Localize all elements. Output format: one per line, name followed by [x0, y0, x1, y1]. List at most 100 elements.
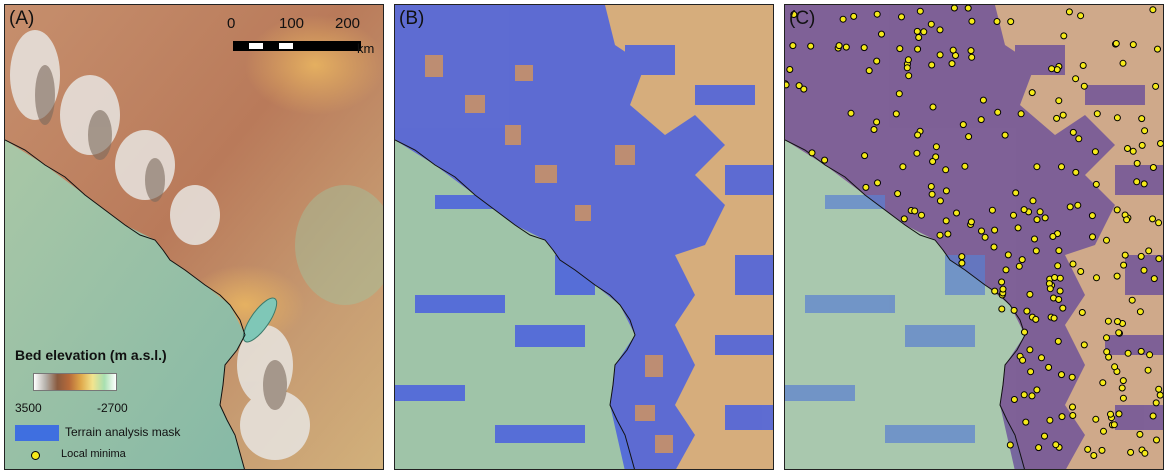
local-minimum-point	[1033, 216, 1041, 224]
local-minimum-point	[807, 42, 815, 50]
local-minimum-point	[1090, 452, 1098, 459]
local-minimum-point	[1053, 66, 1061, 74]
local-minimum-point	[1051, 274, 1059, 281]
local-minimum-point	[1077, 268, 1085, 275]
local-minimum-point	[1010, 396, 1018, 403]
local-minimum-point	[1113, 114, 1121, 122]
local-minimum-point	[1129, 41, 1137, 49]
mask-over-sea	[785, 195, 985, 443]
local-minimum-point	[874, 179, 881, 187]
local-minimum-point	[1120, 261, 1128, 269]
local-minimum-point	[998, 278, 1006, 286]
local-minimum-point	[1112, 40, 1120, 47]
local-minimum-point	[1015, 262, 1023, 270]
local-minimum-point	[953, 209, 960, 217]
local-minimum-point	[1072, 75, 1080, 83]
local-minimum-point	[1055, 296, 1063, 303]
local-minimum-point	[1028, 392, 1036, 400]
local-minimum-point	[1115, 410, 1123, 418]
local-minimum-point	[1103, 334, 1110, 342]
local-minimum-point	[911, 207, 919, 215]
local-minimum-point	[1136, 430, 1144, 438]
local-minimum-point	[968, 53, 976, 61]
local-minimum-point	[1017, 110, 1025, 118]
local-minimum-point	[1114, 318, 1121, 325]
scale-tick-200: 200	[335, 15, 361, 32]
local-minimum-point	[1046, 416, 1054, 424]
local-minimum-point	[1020, 206, 1028, 214]
local-minimum-point	[1019, 356, 1027, 364]
local-minimum-point	[1059, 304, 1067, 312]
local-minimum-point	[1026, 346, 1034, 354]
local-minimum-point	[1060, 32, 1068, 40]
local-minimum-point	[948, 60, 956, 68]
local-minimum-point	[1124, 145, 1131, 152]
local-minimum-point	[1123, 216, 1131, 224]
local-minimum-point	[861, 152, 869, 160]
local-minimum-point	[1006, 441, 1014, 449]
local-minimum-point	[990, 243, 998, 251]
local-minimum-point	[991, 226, 999, 234]
local-minimum-point	[942, 217, 950, 225]
elevation-color-ramp	[33, 373, 117, 391]
local-minimum-point	[1035, 444, 1043, 452]
local-minimum-point	[988, 206, 996, 214]
local-minimum-point	[795, 82, 803, 90]
local-minimum-point	[1028, 89, 1036, 97]
local-minimum-point	[959, 121, 967, 129]
local-minimum-point	[1153, 436, 1160, 444]
local-minimum-point	[993, 18, 1001, 25]
local-minimum-point	[1141, 449, 1149, 457]
legend: Bed elevation (m a.s.l.) 3500 -2700 Terr…	[11, 345, 231, 465]
local-minimum-point	[1031, 235, 1038, 243]
local-minimum-point	[1144, 366, 1152, 374]
local-minimum-point	[978, 227, 985, 235]
scale-tick-100: 100	[279, 15, 305, 32]
relief-shading	[35, 65, 287, 410]
local-minimum-point	[1058, 163, 1065, 171]
local-minimum-point	[1029, 197, 1037, 205]
local-minimum-point	[1049, 233, 1057, 240]
local-minimum-point	[1093, 274, 1100, 282]
local-minimum-point	[1089, 233, 1096, 241]
local-minimum-point	[1058, 371, 1065, 379]
local-minimum-point	[1053, 114, 1061, 122]
local-minimum-point	[1068, 373, 1076, 381]
local-minimum-point	[850, 12, 858, 20]
local-minimum-point	[944, 230, 952, 238]
local-minimum-point	[936, 26, 944, 34]
terrain-analysis-mask	[785, 5, 1163, 469]
local-minimum-point	[1046, 285, 1054, 293]
local-minimum-point	[1048, 65, 1056, 73]
local-minimum-point	[894, 190, 902, 198]
map-bed-elevation	[5, 5, 383, 469]
local-minimum-point	[1014, 224, 1022, 232]
local-minimum-point	[1133, 159, 1141, 167]
local-minimum-point	[873, 10, 881, 18]
local-minimum-point	[1079, 62, 1087, 69]
local-minimum-point	[1055, 97, 1063, 105]
local-minimum-point	[1155, 255, 1163, 263]
scale-unit: km	[357, 41, 375, 56]
local-minimum-point	[1155, 385, 1163, 393]
panel-label-b: (B)	[399, 8, 425, 29]
local-minimum-point	[1056, 287, 1064, 295]
local-minimum-point	[1002, 266, 1010, 274]
local-minimum-point	[936, 231, 944, 239]
local-minimum-point	[1124, 349, 1132, 357]
local-minimum-point	[892, 110, 900, 118]
local-minimum-point	[865, 67, 873, 75]
lowland-patch	[295, 185, 383, 305]
local-minimum-point	[1154, 45, 1161, 53]
local-minimum-point	[870, 126, 878, 133]
local-minimum-point	[1066, 203, 1074, 211]
local-minimum-point	[1093, 110, 1101, 118]
local-minimum-point	[800, 85, 808, 93]
local-minimum-point	[842, 43, 850, 51]
local-minimum-point	[1088, 212, 1096, 220]
local-minimum-point	[915, 34, 923, 41]
local-minimum-point	[1021, 328, 1028, 336]
local-minimum-point	[918, 211, 925, 219]
local-minimum-point	[1054, 262, 1062, 270]
local-minimum-point	[1001, 131, 1009, 139]
